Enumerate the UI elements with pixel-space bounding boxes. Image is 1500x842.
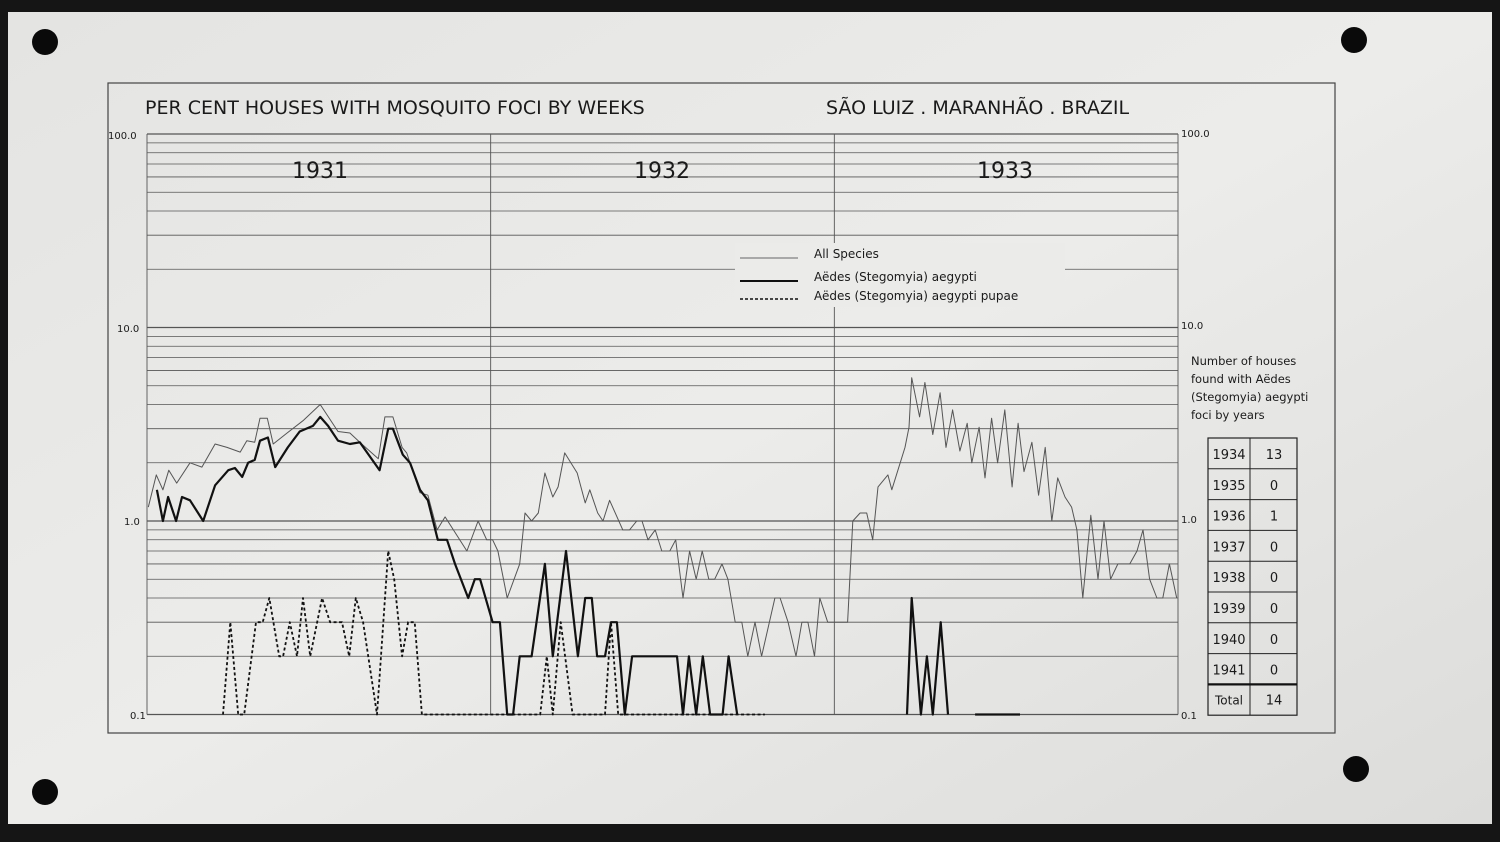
y-tick-left-0.1: 0.1 bbox=[130, 711, 146, 722]
table-year: 1941 bbox=[1212, 664, 1245, 679]
pin-hole-top-left bbox=[32, 29, 58, 55]
table-caption-line-3: (Stegomyia) aegypti bbox=[1191, 390, 1308, 404]
year-label-1931: 1931 bbox=[292, 159, 348, 184]
table-year: 1934 bbox=[1212, 448, 1245, 463]
series-layer bbox=[147, 377, 1178, 716]
table-year: 1938 bbox=[1212, 571, 1245, 586]
legend: All Species Aëdes (Stegomyia) aegypti Aë… bbox=[735, 243, 1065, 307]
y-tick-right-10: 10.0 bbox=[1181, 321, 1203, 332]
yearly-table: Number of houses found with Aëdes (Stego… bbox=[1191, 354, 1308, 716]
legend-label-pupae: Aëdes (Stegomyia) aegypti pupae bbox=[814, 289, 1018, 303]
legend-background bbox=[735, 243, 1065, 307]
table-year: 1937 bbox=[1212, 540, 1245, 555]
series-line-aegypti-pupae bbox=[222, 550, 765, 716]
pin-hole-bottom-right bbox=[1343, 756, 1369, 782]
y-tick-right-100: 100.0 bbox=[1181, 129, 1210, 140]
pin-hole-top-right bbox=[1341, 27, 1367, 53]
table-count: 0 bbox=[1270, 633, 1278, 648]
table-count: 1 bbox=[1270, 510, 1278, 525]
legend-label-aegypti: Aëdes (Stegomyia) aegypti bbox=[814, 270, 977, 284]
pin-hole-bottom-left bbox=[32, 779, 58, 805]
legend-label-all-species: All Species bbox=[814, 247, 879, 261]
table-caption-line-1: Number of houses bbox=[1191, 354, 1296, 368]
table-count: 0 bbox=[1270, 602, 1278, 617]
table-caption-line-4: foci by years bbox=[1191, 408, 1265, 422]
y-tick-right-0.1: 0.1 bbox=[1181, 711, 1197, 722]
chart-title: PER CENT HOUSES WITH MOSQUITO FOCI BY WE… bbox=[145, 97, 645, 119]
table-count: 0 bbox=[1270, 540, 1278, 555]
chart-subtitle: SÃO LUIZ . MARANHÃO . BRAZIL bbox=[826, 96, 1129, 119]
table-total-label: Total bbox=[1214, 693, 1243, 707]
paper-sheet bbox=[8, 12, 1492, 824]
y-tick-left-100: 100.0 bbox=[108, 131, 137, 142]
y-tick-right-1: 1.0 bbox=[1181, 515, 1197, 526]
year-label-1933: 1933 bbox=[977, 159, 1033, 184]
chart-frame bbox=[107, 82, 1336, 734]
series-line-all-species bbox=[147, 377, 1178, 657]
table-total-value: 14 bbox=[1266, 693, 1283, 708]
year-label-1932: 1932 bbox=[634, 159, 690, 184]
table-year: 1940 bbox=[1212, 633, 1245, 648]
table-count: 0 bbox=[1270, 479, 1278, 494]
table-year: 1936 bbox=[1212, 510, 1245, 525]
series-line-aegypti bbox=[155, 415, 1020, 716]
table-year: 1935 bbox=[1212, 479, 1245, 494]
table-count: 0 bbox=[1270, 664, 1278, 679]
table-count: 13 bbox=[1266, 448, 1283, 463]
y-tick-left-10: 10.0 bbox=[117, 324, 139, 335]
table-border bbox=[1207, 437, 1298, 716]
y-tick-left-1: 1.0 bbox=[124, 517, 140, 528]
table-caption-line-2: found with Aëdes bbox=[1191, 372, 1291, 386]
table-year: 1939 bbox=[1212, 602, 1245, 617]
table-count: 0 bbox=[1270, 571, 1278, 586]
